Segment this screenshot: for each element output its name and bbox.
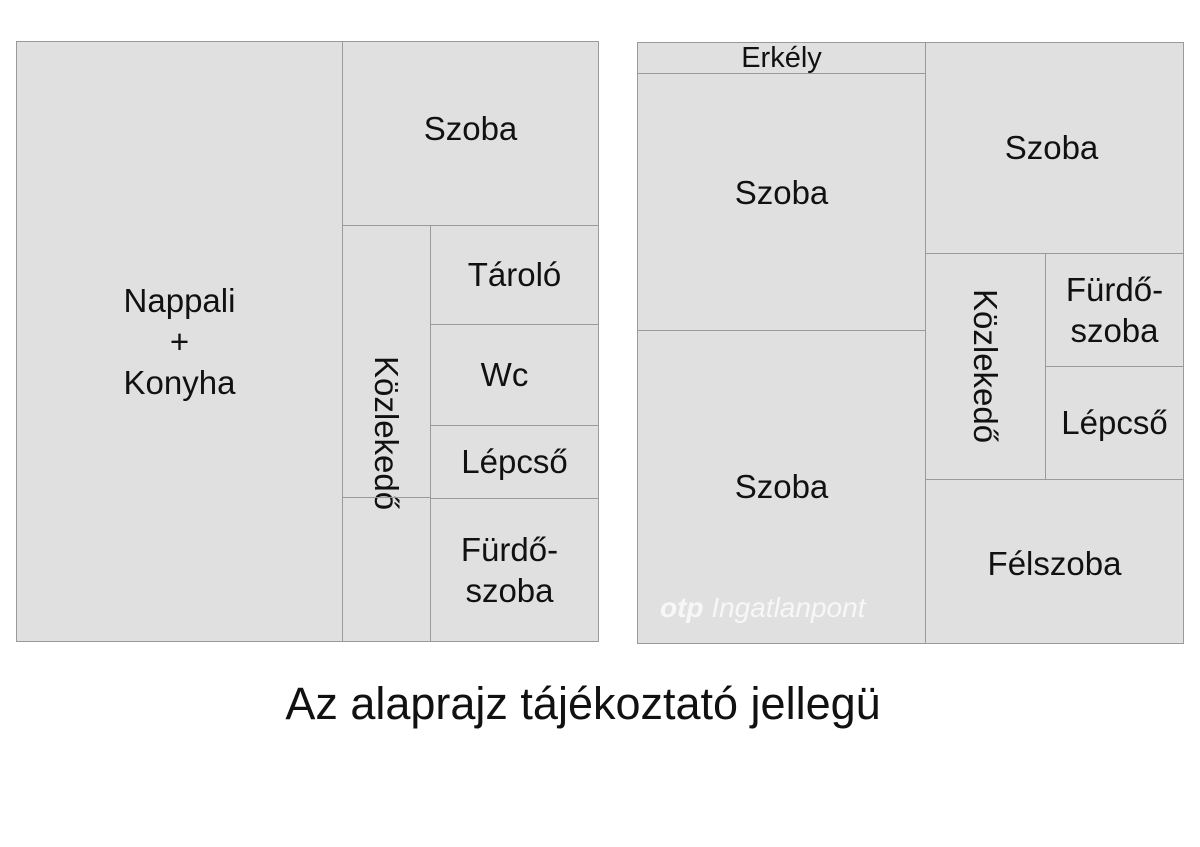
- watermark-logo: otp Ingatlanpont: [660, 592, 865, 624]
- room-label: Fürdő-: [1065, 270, 1164, 308]
- room-lepcso-right: Lépcső: [1045, 366, 1184, 480]
- room-label: Közlekedő: [368, 356, 405, 511]
- room-erkely: Erkély: [637, 42, 926, 74]
- watermark-text: Ingatlanpont: [711, 592, 866, 623]
- room-label: Erkély: [741, 41, 822, 74]
- room-label: Szoba: [734, 468, 829, 506]
- room-label: Közlekedő: [967, 289, 1004, 444]
- room-szoba-right-3: Szoba: [925, 42, 1184, 254]
- room-furdoszoba-right: Fürdő-szoba: [1045, 253, 1184, 367]
- wall-line: [342, 497, 431, 498]
- room-label: Szoba: [1004, 129, 1099, 167]
- room-kozlekedo-left: Közlekedő: [342, 225, 431, 642]
- room-lepcso-left: Lépcső: [430, 425, 599, 499]
- room-label: Konyha: [123, 364, 236, 402]
- room-label: Szoba: [734, 174, 829, 212]
- room-label: Félszoba: [987, 545, 1122, 583]
- room-label: Nappali: [123, 281, 236, 319]
- room-szoba-left: Szoba: [342, 41, 599, 226]
- room-kozlekedo-right: Közlekedő: [925, 253, 1046, 480]
- watermark-brand: otp: [660, 592, 704, 623]
- room-label: szoba: [1070, 312, 1159, 349]
- room-tarolo: Tároló: [430, 225, 599, 325]
- room-label: szoba: [465, 572, 554, 609]
- room-wc: Wc: [430, 324, 599, 426]
- room-label: Wc: [480, 356, 529, 394]
- caption: Az alaprajz tájékoztató jellegü: [285, 678, 881, 729]
- room-label: +: [169, 322, 190, 360]
- room-nappali-konyha: Nappali + Konyha: [16, 41, 343, 642]
- room-label: Tároló: [467, 256, 562, 294]
- room-label: Lépcső: [1061, 404, 1168, 442]
- room-szoba-right-1: Szoba: [637, 73, 926, 331]
- room-label: Szoba: [423, 109, 518, 147]
- room-label: Lépcső: [461, 443, 568, 481]
- room-furdoszoba-left: Fürdő-szoba: [430, 498, 599, 642]
- room-felszoba: Félszoba: [925, 479, 1184, 644]
- room-label: Fürdő-: [460, 530, 559, 568]
- room-szoba-right-2: Szoba: [637, 330, 926, 644]
